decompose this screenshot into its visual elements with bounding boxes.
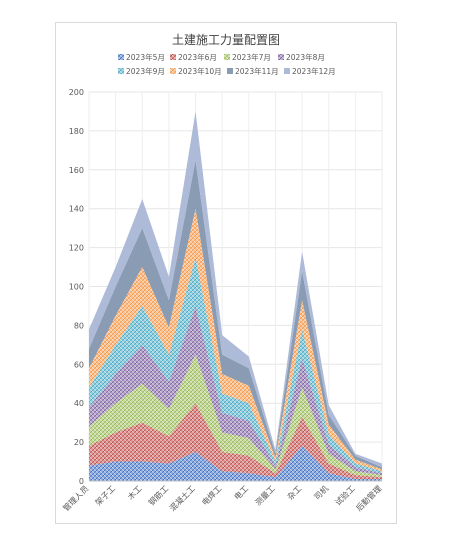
chart-frame: 土建施工力量配置图 2023年5月 2023年6月 2023年7月 2023年8月 20… [55,22,397,524]
x-tick-label: 架子工 [94,484,117,507]
y-tick-label: 60 [74,360,84,369]
x-tick-label: 后勤管理 [354,483,384,513]
legend-swatch [118,68,124,74]
legend-label: 2023年5月 [126,52,165,62]
area-series-3 [89,354,382,478]
x-tick-label: 电焊工 [200,483,224,507]
y-tick-label: 0 [79,477,84,486]
chart-svg: 土建施工力量配置图 2023年5月 2023年6月 2023年7月 2023年8月20… [61,33,384,513]
x-tick-label: 电工 [232,483,250,501]
x-tick-label: 木工 [125,483,143,501]
legend-label: 2023年8月 [286,52,325,62]
area-series-2 [89,403,382,480]
y-axis: 0 20 40 60 80 100 120 140 160 180 200 [69,88,84,486]
legend-label: 2023年12月 [292,66,336,76]
y-tick-label: 200 [69,88,84,97]
x-tick-label: 钢筋工 [146,483,170,507]
x-tick-label: 管理人员 [61,483,91,513]
x-tick-label: 试验工 [333,483,357,507]
legend-label: 2023年6月 [178,52,217,62]
x-tick-label: 测量工 [254,484,277,507]
legend-swatch [224,54,230,60]
x-tick-label: 司机 [312,483,330,501]
y-tick-label: 100 [69,283,84,292]
legend-swatch [278,54,284,60]
y-tick-label: 180 [69,127,84,136]
legend-label: 2023年9月 [126,66,165,76]
legend-label: 2023年10月 [178,66,222,76]
legend-swatch [227,68,233,74]
y-tick-label: 80 [74,321,84,330]
legend-swatch [118,54,124,60]
area-series-1 [89,445,382,481]
legend-label: 2023年7月 [232,52,271,62]
area-series [89,111,382,481]
chart-title: 土建施工力量配置图 [172,33,280,47]
y-tick-label: 160 [69,166,84,175]
legend-swatch [170,68,176,74]
y-tick-label: 40 [74,399,84,408]
legend-swatch [284,68,290,74]
y-tick-label: 120 [69,244,84,253]
y-tick-label: 20 [74,438,84,447]
x-tick-label: 杂工 [286,484,304,502]
legend: 2023年5月 2023年6月 2023年7月 2023年8月 2023年9月 2023年… [118,52,336,76]
y-tick-label: 140 [69,205,84,214]
legend-label: 2023年11月 [235,66,279,76]
x-tick-label: 混凝土工 [167,483,197,513]
legend-swatch [170,54,176,60]
